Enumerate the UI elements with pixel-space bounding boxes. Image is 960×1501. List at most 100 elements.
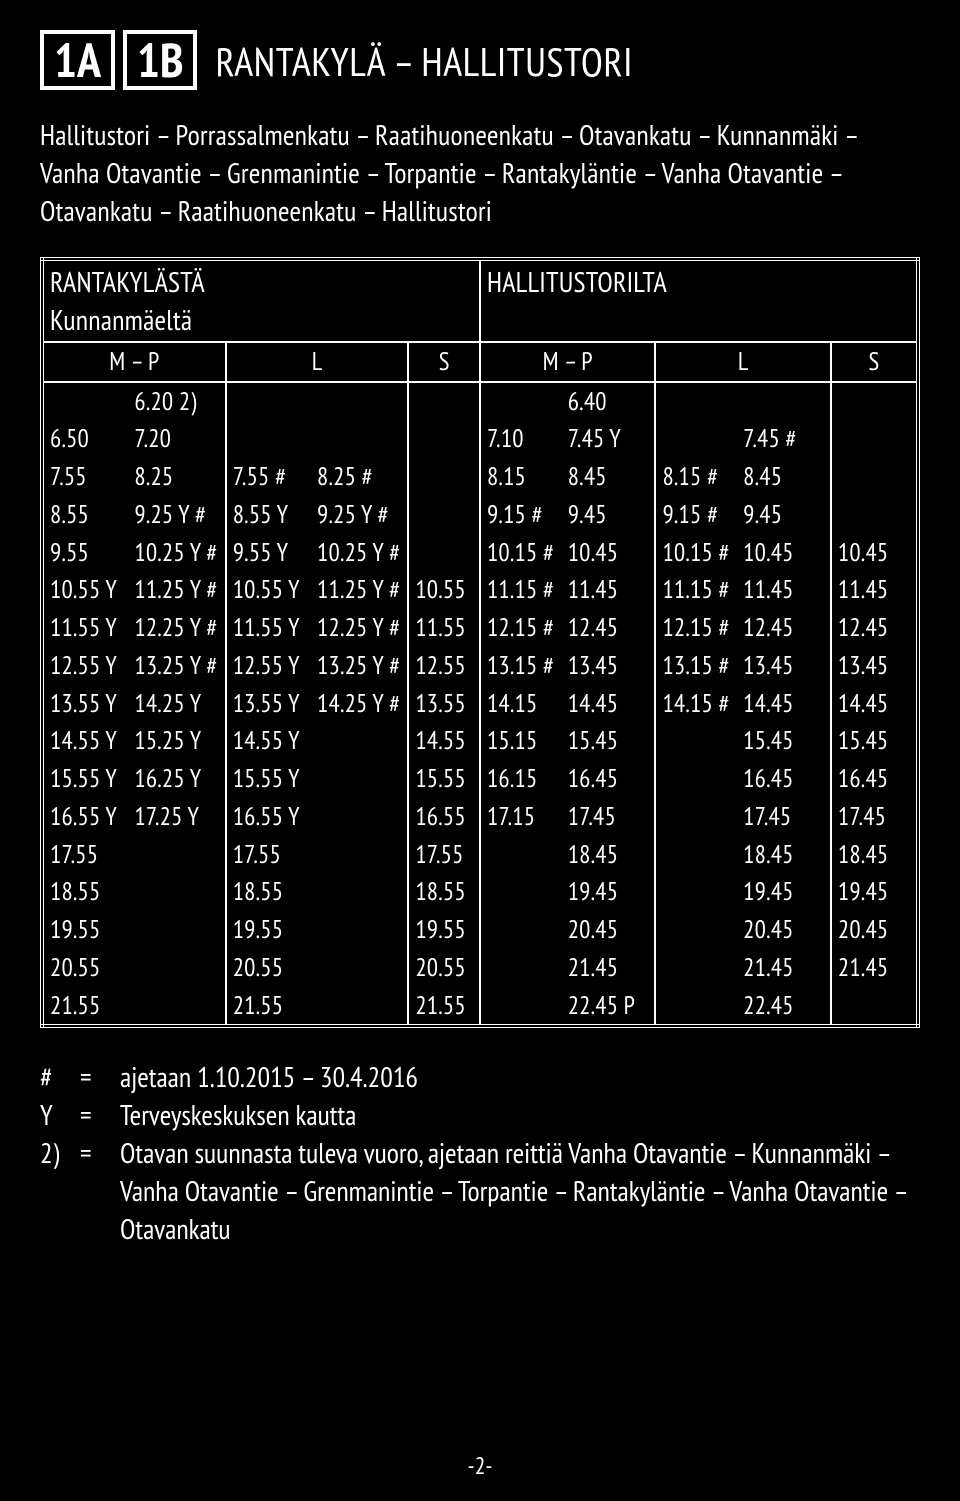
time-cell — [317, 989, 401, 1023]
time-cell: 16.45 — [831, 760, 918, 798]
time-cell — [831, 496, 918, 534]
time-cell: 13.45 — [743, 649, 824, 683]
time-cell: 17.45 — [568, 800, 649, 834]
time-cell: 21.55 — [408, 987, 480, 1027]
time-cell: 15.45 — [743, 724, 824, 758]
time-cell: 13.25 Y # — [317, 649, 401, 683]
col-s-left: S — [408, 342, 480, 382]
time-cell: 13.45 — [568, 649, 649, 683]
left-subheader: Kunnanmäeltä — [50, 301, 473, 339]
time-cell: 14.55 — [408, 722, 480, 760]
time-cell: 9.25 Y # — [317, 498, 401, 532]
time-cell: 19.55 — [408, 911, 480, 949]
time-cell: 12.55 — [408, 647, 480, 685]
time-cell: 17.55 — [50, 838, 134, 872]
time-cell: 9.15 # — [487, 498, 568, 532]
time-cell: 11.25 Y # — [134, 573, 218, 607]
table-row: 15.55 Y16.25 Y15.55 Y15.5516.1516.4516.4… — [42, 760, 918, 798]
table-row: 6.20 2)6.40 — [42, 382, 918, 421]
time-cell: 10.55 — [408, 571, 480, 609]
time-cell: 17.55 — [233, 838, 317, 872]
time-cell: 11.45 — [568, 573, 649, 607]
time-cell — [662, 838, 743, 872]
time-cell: 11.55 — [408, 609, 480, 647]
time-cell: 15.55 Y — [50, 762, 134, 796]
time-cell — [134, 875, 218, 909]
time-cell: 21.55 — [233, 989, 317, 1023]
time-cell: 18.45 — [568, 838, 649, 872]
time-cell — [487, 989, 568, 1023]
time-cell: 7.45 Y — [568, 422, 649, 456]
time-cell: 13.15 # — [662, 649, 743, 683]
col-mp-right: M – P — [480, 342, 655, 382]
time-cell: 10.25 Y # — [317, 536, 401, 570]
footnote-row: 2)=Otavan suunnasta tuleva vuoro, ajetaa… — [40, 1134, 920, 1247]
time-cell: 9.55 Y — [233, 536, 317, 570]
time-cell — [662, 422, 743, 456]
table-column-row: M – P L S M – P L S — [42, 342, 918, 382]
time-cell: 18.55 — [408, 873, 480, 911]
table-row: 10.55 Y11.25 Y #10.55 Y11.25 Y #10.5511.… — [42, 571, 918, 609]
time-cell: 17.15 — [487, 800, 568, 834]
footnote-text: ajetaan 1.10.2015 – 30.4.2016 — [120, 1058, 920, 1096]
time-cell: 20.55 — [233, 951, 317, 985]
time-cell: 8.25 — [134, 460, 218, 494]
time-cell: 14.45 — [831, 685, 918, 723]
time-cell: 11.45 — [743, 573, 824, 607]
time-cell: 8.45 — [743, 460, 824, 494]
time-cell: 16.55 — [408, 798, 480, 836]
col-l-right: L — [655, 342, 830, 382]
time-cell: 20.55 — [408, 949, 480, 987]
time-cell: 17.45 — [743, 800, 824, 834]
time-cell: 15.25 Y — [134, 724, 218, 758]
time-cell: 6.50 — [50, 422, 134, 456]
time-cell: 9.15 # — [662, 498, 743, 532]
time-cell: 17.55 — [408, 836, 480, 874]
footnote-text: Terveyskeskuksen kautta — [120, 1096, 920, 1134]
time-cell — [831, 458, 918, 496]
time-cell: 18.55 — [233, 875, 317, 909]
time-cell: 10.45 — [743, 536, 824, 570]
route-title: RANTAKYLÄ – HALLITUSTORI — [215, 36, 632, 88]
time-cell: 10.45 — [831, 534, 918, 572]
time-cell — [408, 458, 480, 496]
table-row: 18.5518.5518.5519.4519.4519.45 — [42, 873, 918, 911]
time-cell: 19.45 — [743, 875, 824, 909]
time-cell: 8.55 — [50, 498, 134, 532]
footnote-equals: = — [80, 1096, 120, 1134]
time-cell: 14.25 Y — [134, 687, 218, 721]
time-cell: 12.15 # — [662, 611, 743, 645]
table-row: 8.559.25 Y #8.55 Y9.25 Y #9.15 #9.459.15… — [42, 496, 918, 534]
time-cell — [134, 989, 218, 1023]
footnotes: #=ajetaan 1.10.2015 – 30.4.2016Y=Terveys… — [40, 1058, 920, 1247]
time-cell: 15.55 Y — [233, 762, 317, 796]
time-cell — [134, 913, 218, 947]
time-cell: 18.55 — [50, 875, 134, 909]
table-row: 19.5519.5519.5520.4520.4520.45 — [42, 911, 918, 949]
footnote-text: Otavan suunnasta tuleva vuoro, ajetaan r… — [120, 1134, 920, 1247]
time-cell — [487, 385, 568, 419]
time-cell: 7.45 # — [743, 422, 824, 456]
time-cell: 7.10 — [487, 422, 568, 456]
time-cell — [487, 875, 568, 909]
footnote-equals: = — [80, 1058, 120, 1096]
time-cell: 15.55 — [408, 760, 480, 798]
time-cell: 12.55 Y — [233, 649, 317, 683]
time-cell — [487, 838, 568, 872]
time-cell: 10.15 # — [487, 536, 568, 570]
time-cell: 22.45 — [743, 989, 824, 1023]
time-cell: 10.55 Y — [50, 573, 134, 607]
time-cell: 14.15 — [487, 687, 568, 721]
footnote-row: Y=Terveyskeskuksen kautta — [40, 1096, 920, 1134]
time-cell: 14.25 Y # — [317, 687, 401, 721]
time-cell: 10.25 Y # — [134, 536, 218, 570]
time-cell: 8.55 Y — [233, 498, 317, 532]
route-badge-1a: 1A — [40, 30, 115, 90]
schedule-table: RANTAKYLÄSTÄ Kunnanmäeltä HALLITUSTORILT… — [40, 257, 920, 1028]
table-row: 14.55 Y15.25 Y14.55 Y14.5515.1515.4515.4… — [42, 722, 918, 760]
time-cell: 8.15 — [487, 460, 568, 494]
time-cell: 21.45 — [831, 949, 918, 987]
time-cell — [831, 987, 918, 1027]
time-cell — [408, 420, 480, 458]
time-cell — [317, 838, 401, 872]
